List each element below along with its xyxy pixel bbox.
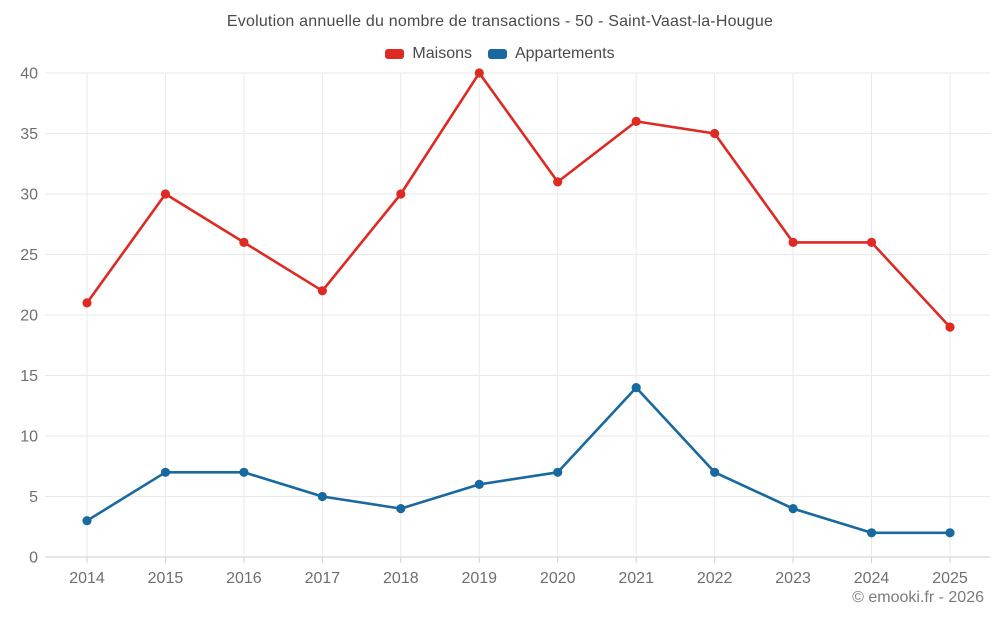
- y-tick-label: 30: [20, 187, 38, 204]
- data-point-appartements: [239, 467, 249, 477]
- chart-title: Evolution annuelle du nombre de transact…: [226, 13, 774, 30]
- data-point-maisons: [710, 128, 720, 139]
- legend-item-maisons[interactable]: Maisons: [385, 45, 472, 63]
- data-point-maisons: [945, 322, 955, 332]
- x-tick-label: 2014: [69, 570, 105, 587]
- data-point-maisons: [866, 237, 877, 247]
- x-tick-label: 2020: [540, 570, 576, 587]
- data-point-maisons: [788, 237, 798, 247]
- legend-label-maisons: Maisons: [412, 45, 472, 62]
- y-tick-label: 20: [20, 308, 38, 325]
- data-point-maisons: [631, 116, 641, 126]
- y-tick-label: 5: [29, 489, 38, 506]
- legend: Maisons Appartements: [0, 45, 1000, 63]
- data-point-maisons: [160, 189, 171, 199]
- data-point-maisons: [553, 177, 563, 187]
- y-tick-label: 40: [20, 66, 38, 83]
- data-point-maisons: [474, 68, 484, 78]
- x-tick-label: 2023: [775, 570, 811, 587]
- data-point-appartements: [160, 467, 171, 477]
- x-tick-label: 2015: [148, 570, 184, 587]
- data-point-appartements: [474, 479, 484, 489]
- y-tick-label: 35: [20, 126, 38, 143]
- series-line-appartements: [85, 386, 952, 535]
- data-point-appartements: [788, 504, 798, 514]
- x-tick-label: 2016: [226, 570, 262, 587]
- legend-swatch-appartements: [487, 49, 507, 59]
- data-point-appartements: [82, 516, 92, 526]
- data-point-maisons: [396, 189, 406, 199]
- y-tick-label: 0: [29, 550, 38, 567]
- x-tick-label: 2022: [697, 570, 733, 587]
- data-point-appartements: [710, 467, 720, 477]
- data-point-appartements: [631, 383, 641, 393]
- data-point-maisons: [82, 298, 92, 308]
- x-tick-label: 2025: [932, 570, 968, 587]
- x-tick-label: 2018: [383, 570, 419, 587]
- x-tick-label: 2024: [854, 570, 890, 587]
- series-line-maisons: [85, 71, 952, 329]
- data-point-appartements: [945, 528, 955, 538]
- x-tick-label: 2017: [305, 570, 341, 587]
- x-tick-label: 2021: [618, 570, 654, 587]
- y-tick-label: 10: [20, 429, 38, 446]
- legend-item-appartements[interactable]: Appartements: [487, 45, 615, 63]
- data-point-maisons: [239, 237, 249, 247]
- data-point-maisons: [317, 286, 327, 296]
- y-tick-label: 15: [20, 368, 38, 385]
- copyright-text: © emooki.fr - 2026: [852, 589, 984, 606]
- data-point-appartements: [553, 467, 563, 477]
- x-tick-label: 2019: [461, 570, 497, 587]
- data-point-appartements: [866, 528, 877, 538]
- data-point-appartements: [396, 504, 406, 514]
- legend-label-appartements: Appartements: [514, 45, 615, 62]
- y-tick-label: 25: [20, 247, 38, 264]
- legend-swatch-maisons: [385, 49, 405, 59]
- data-point-appartements: [317, 491, 327, 502]
